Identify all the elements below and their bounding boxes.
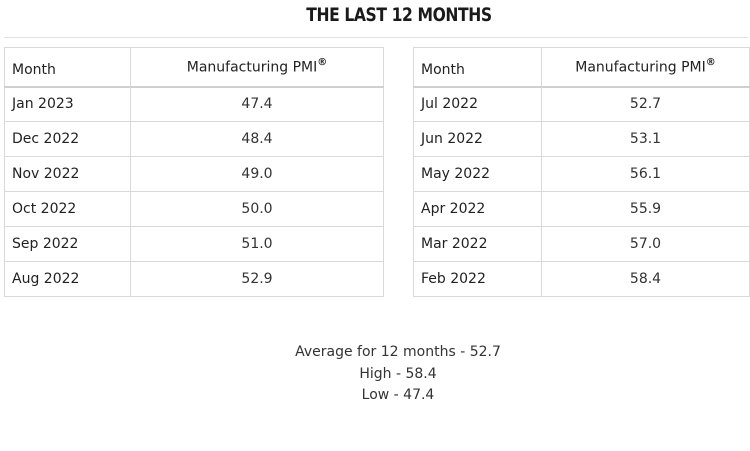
month-cell: Oct 2022 xyxy=(4,191,131,227)
low-line: Low - 47.4 xyxy=(361,387,435,403)
table-row: Jun 2022 53.1 xyxy=(413,121,750,157)
month-cell: Dec 2022 xyxy=(4,121,131,157)
month-cell: Aug 2022 xyxy=(4,261,131,297)
pmi-value-cell: 48.4 xyxy=(130,121,384,157)
table-row: Jul 2022 52.7 xyxy=(413,86,750,122)
pmi-value-cell: 53.1 xyxy=(541,121,750,157)
table-row: Oct 2022 50.0 xyxy=(4,191,384,227)
pmi-value-cell: 49.0 xyxy=(130,156,384,192)
month-cell: May 2022 xyxy=(413,156,542,192)
month-cell: Sep 2022 xyxy=(4,226,131,262)
pmi-value-cell: 52.7 xyxy=(541,86,750,122)
table-row: Dec 2022 48.4 xyxy=(4,121,384,157)
pmi-table-left: Month Manufacturing PMI® Jan 2023 47.4 D… xyxy=(4,47,384,297)
table-header-row: Month Manufacturing PMI® xyxy=(413,47,750,87)
heading-divider xyxy=(4,37,748,38)
month-cell: Nov 2022 xyxy=(4,156,131,192)
pmi-value-cell: 51.0 xyxy=(130,226,384,262)
registered-mark: ® xyxy=(317,56,328,68)
table-header-row: Month Manufacturing PMI® xyxy=(4,47,384,87)
month-column-header: Month xyxy=(4,47,131,87)
table-row: Nov 2022 49.0 xyxy=(4,156,384,192)
pmi-value-cell: 56.1 xyxy=(541,156,750,192)
pmi-value-cell: 57.0 xyxy=(541,226,750,262)
month-cell: Jan 2023 xyxy=(4,86,131,122)
table-row: Mar 2022 57.0 xyxy=(413,226,750,262)
month-column-header: Month xyxy=(413,47,542,87)
pmi-table-right: Month Manufacturing PMI® Jul 2022 52.7 J… xyxy=(413,47,750,297)
month-cell: Jul 2022 xyxy=(413,86,542,122)
table-row: May 2022 56.1 xyxy=(413,156,750,192)
pmi-value-cell: 55.9 xyxy=(541,191,750,227)
table-row: Jan 2023 47.4 xyxy=(4,86,384,122)
average-line: Average for 12 months - 52.7 xyxy=(295,344,501,360)
pmi-value-cell: 47.4 xyxy=(130,86,384,122)
table-row: Feb 2022 58.4 xyxy=(413,261,750,297)
month-cell: Mar 2022 xyxy=(413,226,542,262)
table-row: Apr 2022 55.9 xyxy=(413,191,750,227)
section-heading: THE LAST 12 MONTHS xyxy=(306,4,492,26)
table-row: Sep 2022 51.0 xyxy=(4,226,384,262)
month-cell: Feb 2022 xyxy=(413,261,542,297)
month-cell: Jun 2022 xyxy=(413,121,542,157)
pmi-column-header: Manufacturing PMI® xyxy=(130,47,384,87)
summary-block: Average for 12 months - 52.7 High - 58.4… xyxy=(0,342,750,407)
registered-mark: ® xyxy=(705,56,716,68)
pmi-column-header: Manufacturing PMI® xyxy=(541,47,750,87)
pmi-value-cell: 50.0 xyxy=(130,191,384,227)
month-cell: Apr 2022 xyxy=(413,191,542,227)
pmi-value-cell: 58.4 xyxy=(541,261,750,297)
pmi-value-cell: 52.9 xyxy=(130,261,384,297)
high-line: High - 58.4 xyxy=(359,365,437,382)
table-row: Aug 2022 52.9 xyxy=(4,261,384,297)
